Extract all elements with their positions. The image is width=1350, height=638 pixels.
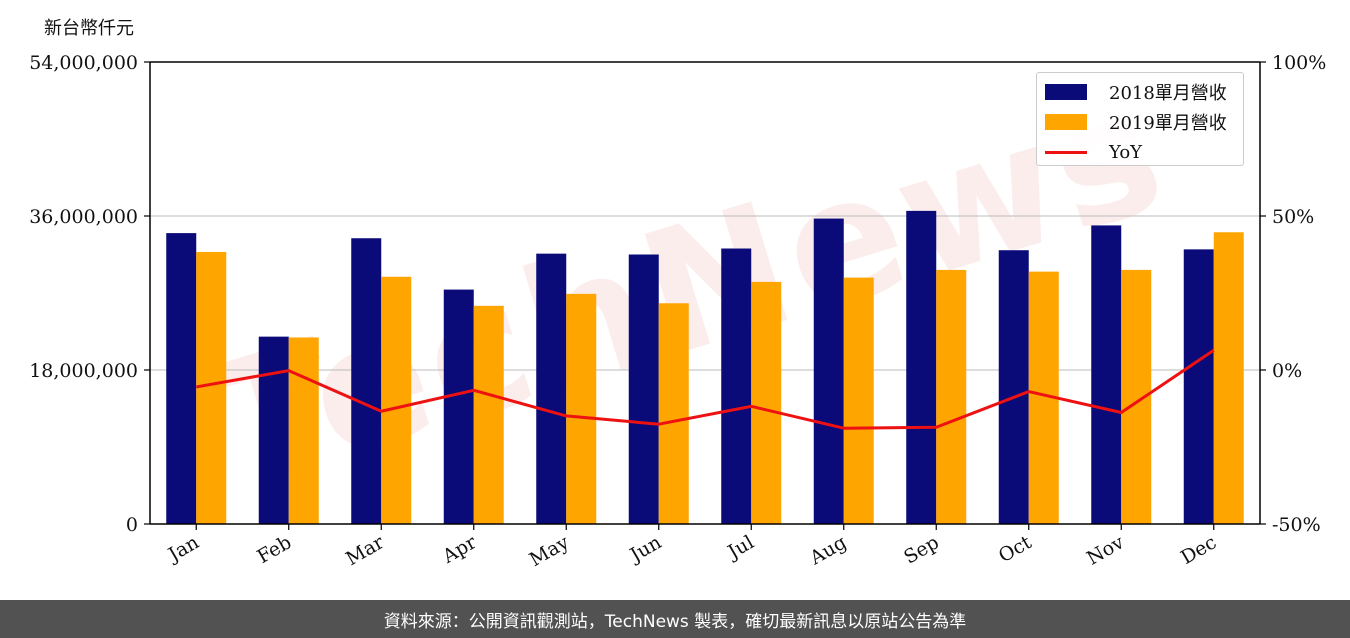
y2-tick-label: 0%: [1272, 360, 1302, 382]
legend-swatch-2019: [1045, 114, 1087, 130]
x-tick-label: Mar: [342, 531, 388, 570]
legend-label-yoy: YoY: [1109, 141, 1143, 163]
bar-2019: [381, 276, 412, 524]
legend-item-2018: 2018單月營收: [1045, 77, 1235, 107]
source-footer: 資料來源：公開資訊觀測站，TechNews 製表，確切最新訊息以原站公告為準: [0, 600, 1350, 638]
bar-2018: [443, 289, 474, 524]
bar-2019: [473, 305, 504, 524]
bar-2019: [843, 277, 874, 524]
legend-swatch-yoy: [1045, 150, 1087, 154]
bar-2018: [1091, 225, 1122, 524]
x-tick-label: Jul: [723, 531, 758, 564]
bar-2018: [628, 254, 659, 524]
bar-2019: [658, 303, 689, 524]
y-tick-label: 36,000,000: [29, 206, 138, 228]
x-tick-label: Nov: [1083, 531, 1128, 570]
legend-label-2019: 2019單月營收: [1109, 113, 1227, 134]
legend-swatch-2018: [1045, 84, 1087, 100]
bar-2018: [998, 250, 1029, 524]
y-axis-unit-label: 新台幣仟元: [44, 18, 134, 39]
bar-2019: [288, 337, 319, 524]
x-tick-label: Oct: [995, 531, 1036, 567]
bar-2019: [936, 269, 967, 524]
yoy-line: [195, 349, 1215, 430]
bar-2018: [258, 336, 289, 524]
legend-label-2018: 2018單月營收: [1109, 83, 1227, 104]
x-tick-label: Apr: [438, 531, 481, 568]
bar-2018: [166, 233, 197, 524]
chart-area: 新台幣仟元 TechNews 0 18,000,000 36,000,000 54,0…: [29, 18, 1326, 571]
bar-2018: [1183, 249, 1214, 524]
bar-2018: [721, 248, 752, 524]
x-tick-label: Dec: [1177, 531, 1220, 569]
bar-2019: [1213, 232, 1244, 524]
bar-2018: [351, 238, 382, 524]
bar-2019: [566, 293, 597, 524]
bar-2019: [751, 281, 782, 524]
bar-2018: [906, 210, 937, 524]
bar-2018: [813, 218, 844, 525]
legend: 2018單月營收 2019單月營收 YoY: [1036, 72, 1244, 166]
y-tick-label: 54,000,000: [29, 52, 138, 74]
y-tick-label: 0: [126, 514, 138, 536]
legend-item-yoy: YoY: [1045, 137, 1235, 167]
x-tick-label: Sep: [900, 531, 943, 568]
x-tick-label: Jun: [625, 531, 666, 567]
chart-svg: 0 18,000,000 36,000,000 54,000,000 -50% 0% 50%…: [29, 52, 1326, 571]
bar-2018: [536, 253, 567, 524]
y-tick-label: 18,000,000: [29, 360, 138, 382]
y2-tick-label: -50%: [1272, 514, 1321, 536]
legend-item-2019: 2019單月營收: [1045, 107, 1235, 137]
x-tick-label: Jan: [163, 531, 203, 567]
x-tick-label: Feb: [253, 531, 295, 568]
x-tick-label: Aug: [805, 531, 850, 570]
bar-2019: [196, 251, 227, 524]
y2-tick-label: 50%: [1272, 206, 1314, 228]
x-tick-label: May: [526, 531, 573, 571]
y2-tick-label: 100%: [1272, 52, 1326, 74]
